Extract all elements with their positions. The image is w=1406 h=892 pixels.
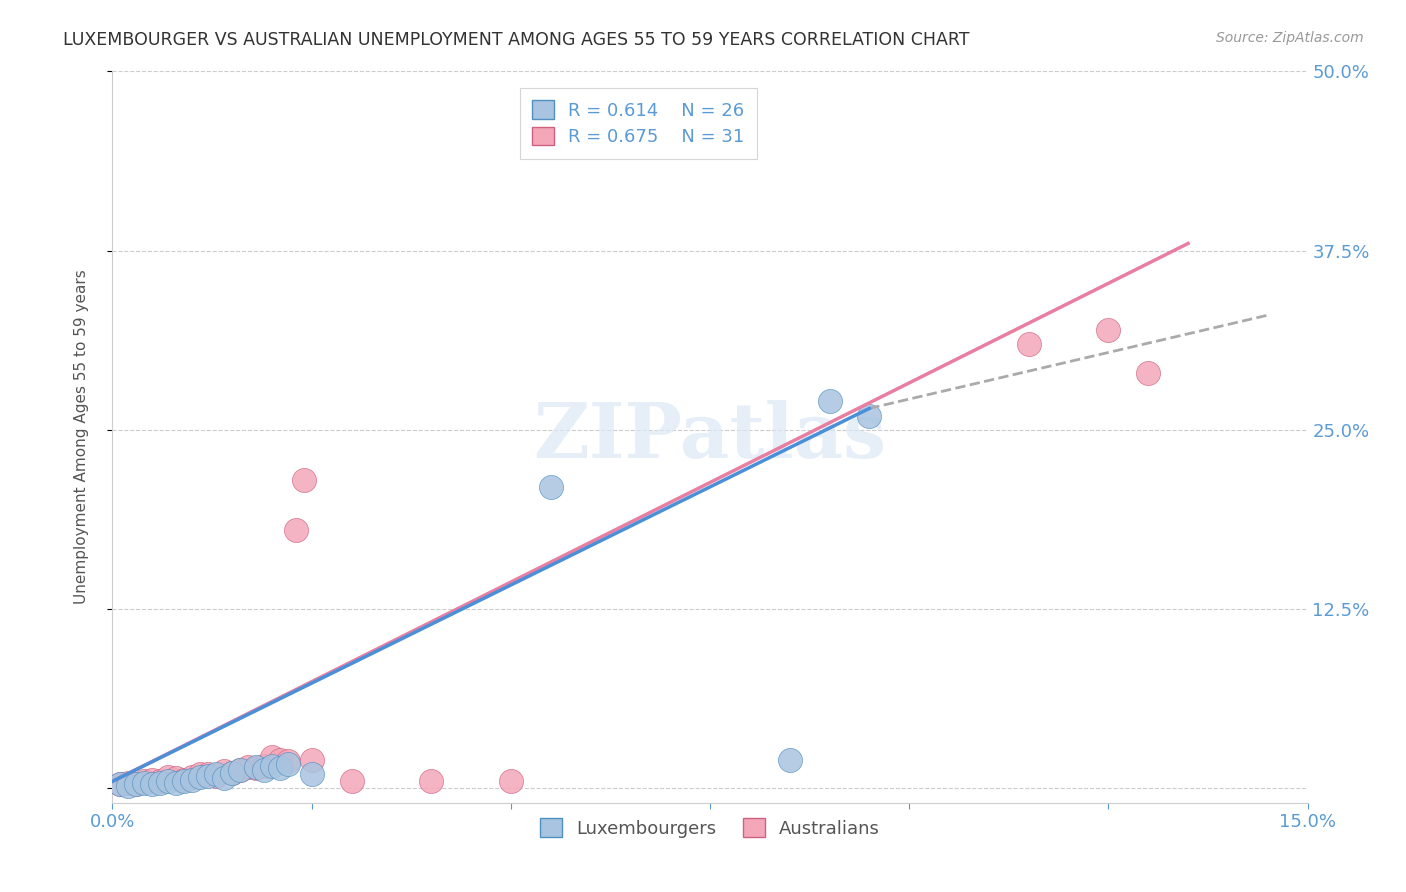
Point [292,473,315,487]
Point [420,774,443,789]
Point [253,758,276,772]
Point [1097,322,1119,336]
Point [165,772,187,786]
Point [499,774,522,789]
Point [117,779,139,793]
Point [205,767,228,781]
Point [253,763,276,777]
Point [157,770,180,784]
Point [125,777,148,791]
Point [221,765,243,780]
Point [301,753,323,767]
Point [229,763,252,777]
Point [269,753,291,767]
Point [134,775,156,789]
Point [340,774,363,789]
Point [212,772,235,786]
Point [1137,366,1160,380]
Point [245,761,267,775]
Point [110,777,132,791]
Point [229,763,252,777]
Point [141,777,163,791]
Legend: Luxembourgers, Australians: Luxembourgers, Australians [533,811,887,845]
Point [269,761,291,775]
Point [858,409,880,423]
Point [173,774,195,789]
Point [149,774,172,789]
Point [125,777,148,791]
Point [818,394,841,409]
Point [245,760,267,774]
Point [188,770,211,784]
Point [157,774,180,789]
Point [1018,336,1040,351]
Point [236,760,259,774]
Point [110,777,132,791]
Point [141,772,163,787]
Point [197,768,219,782]
Point [205,768,228,782]
Point [540,480,562,494]
Point [134,774,156,789]
Text: ZIPatlas: ZIPatlas [533,401,887,474]
Point [779,753,801,767]
Point [173,772,195,787]
Point [197,767,219,781]
Point [117,775,139,789]
Point [165,775,187,789]
Text: Source: ZipAtlas.com: Source: ZipAtlas.com [1216,31,1364,45]
Text: LUXEMBOURGER VS AUSTRALIAN UNEMPLOYMENT AMONG AGES 55 TO 59 YEARS CORRELATION CH: LUXEMBOURGER VS AUSTRALIAN UNEMPLOYMENT … [63,31,970,49]
Point [181,772,204,787]
Point [301,767,323,781]
Point [212,764,235,779]
Point [188,767,211,781]
Point [260,750,283,764]
Point [260,758,283,772]
Point [149,775,172,789]
Point [284,524,307,538]
Point [181,770,204,784]
Y-axis label: Unemployment Among Ages 55 to 59 years: Unemployment Among Ages 55 to 59 years [75,269,89,605]
Point [277,754,299,768]
Point [221,765,243,780]
Point [277,757,299,772]
